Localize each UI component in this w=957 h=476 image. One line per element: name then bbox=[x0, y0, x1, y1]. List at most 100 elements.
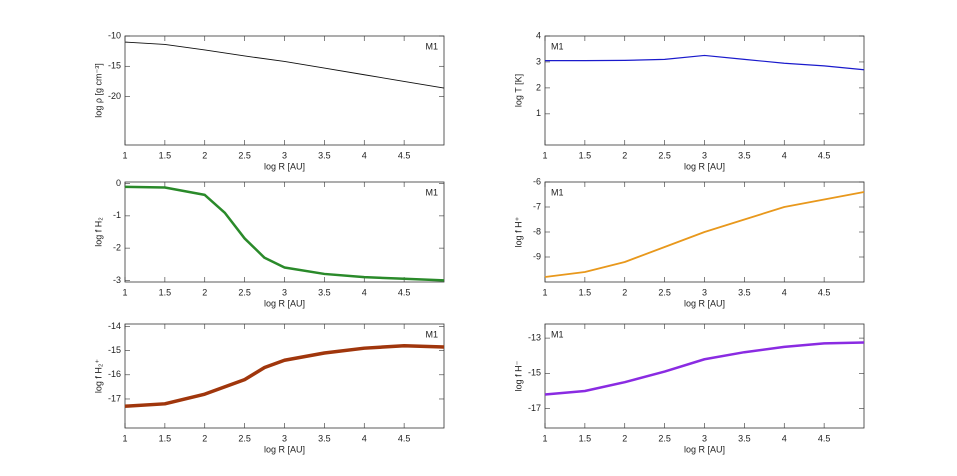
panel: 1 1.5 2 2.5 3 3.5 4 4.5 -14 -15 -16 -17 log R [AU] lo… bbox=[93, 321, 445, 454]
x-tick-label: 3 bbox=[282, 150, 287, 160]
x-tick-label: 3 bbox=[702, 433, 707, 443]
x-tick-label: 3.5 bbox=[318, 150, 331, 160]
annotation: M1 bbox=[425, 41, 438, 51]
x-tick-label: 3.5 bbox=[738, 150, 751, 160]
x-tick-label: 4 bbox=[362, 433, 367, 443]
x-tick-label: 1.5 bbox=[159, 433, 172, 443]
x-tick-label: 1 bbox=[122, 433, 127, 443]
x-tick-label: 3.5 bbox=[318, 433, 331, 443]
y-axis-label: log f H₂⁺ bbox=[93, 359, 103, 394]
x-tick-label: 1.5 bbox=[579, 287, 592, 297]
y-tick-label: -15 bbox=[108, 345, 121, 355]
x-tick-label: 4 bbox=[782, 433, 787, 443]
data-line bbox=[545, 54, 865, 71]
data-line bbox=[124, 41, 445, 89]
x-tick-label: 2 bbox=[202, 150, 207, 160]
y-tick-label: -13 bbox=[528, 332, 541, 342]
x-axis-label: log R [AU] bbox=[264, 298, 305, 308]
y-axis-label: log T [K] bbox=[513, 74, 523, 107]
x-tick-label: 2 bbox=[622, 150, 627, 160]
x-tick-label: 4.5 bbox=[398, 287, 411, 297]
x-tick-label: 3.5 bbox=[738, 287, 751, 297]
plot-frame bbox=[124, 323, 445, 429]
panel: 1 1.5 2 2.5 3 3.5 4 4.5 1 2 3 4 log R [AU] log T [K] M… bbox=[513, 30, 865, 171]
y-tick-label: 0 bbox=[116, 178, 121, 188]
x-tick-label: 2 bbox=[622, 287, 627, 297]
x-tick-label: 2.5 bbox=[658, 433, 671, 443]
data-line bbox=[544, 191, 865, 278]
plot-frame bbox=[544, 35, 865, 146]
y-tick-label: -1 bbox=[113, 210, 121, 220]
x-tick-label: 2 bbox=[202, 287, 207, 297]
y-tick-label: -15 bbox=[108, 61, 121, 71]
y-axis-label: log f H⁺ bbox=[513, 216, 523, 247]
x-tick-label: 2.5 bbox=[238, 287, 251, 297]
x-tick-label: 2.5 bbox=[658, 150, 671, 160]
y-axis-label: log ρ [g cm⁻³] bbox=[93, 63, 103, 117]
y-tick-label: -14 bbox=[108, 321, 121, 331]
y-tick-label: 2 bbox=[536, 82, 541, 92]
x-tick-label: 4 bbox=[782, 287, 787, 297]
x-tick-label: 1 bbox=[542, 287, 547, 297]
y-axis-label: log f H₂ bbox=[93, 217, 103, 247]
y-tick-label: -3 bbox=[113, 275, 121, 285]
x-tick-label: 3 bbox=[702, 150, 707, 160]
plot-frame bbox=[544, 323, 865, 429]
y-axis-label: log f H⁻ bbox=[513, 360, 523, 391]
x-tick-label: 1 bbox=[542, 433, 547, 443]
y-tick-label: -17 bbox=[528, 403, 541, 413]
y-tick-label: 1 bbox=[536, 108, 541, 118]
x-tick-label: 1.5 bbox=[159, 150, 172, 160]
y-tick-label: -6 bbox=[533, 176, 541, 186]
y-tick-label: -17 bbox=[108, 393, 121, 403]
x-tick-label: 4.5 bbox=[818, 433, 831, 443]
plot-frame bbox=[124, 35, 445, 146]
data-line bbox=[124, 185, 445, 282]
y-tick-label: -8 bbox=[533, 226, 541, 236]
x-tick-label: 1 bbox=[542, 150, 547, 160]
annotation: M1 bbox=[425, 187, 438, 197]
x-axis-label: log R [AU] bbox=[684, 161, 725, 171]
x-tick-label: 1.5 bbox=[159, 287, 172, 297]
panel: 1 1.5 2 2.5 3 3.5 4 4.5 -13 -15 -17 log R [AU] log f… bbox=[513, 323, 865, 454]
x-tick-label: 2.5 bbox=[238, 150, 251, 160]
y-tick-label: -2 bbox=[113, 243, 121, 253]
x-axis-label: log R [AU] bbox=[684, 298, 725, 308]
x-axis-label: log R [AU] bbox=[264, 444, 305, 454]
y-tick-label: -10 bbox=[108, 30, 121, 40]
x-tick-label: 1.5 bbox=[579, 150, 592, 160]
x-tick-label: 3 bbox=[282, 287, 287, 297]
x-tick-label: 4 bbox=[362, 150, 367, 160]
annotation: M1 bbox=[425, 329, 438, 339]
x-tick-label: 4.5 bbox=[398, 433, 411, 443]
y-tick-label: -9 bbox=[533, 251, 541, 261]
x-tick-label: 4.5 bbox=[818, 287, 831, 297]
x-axis-label: log R [AU] bbox=[684, 444, 725, 454]
x-tick-label: 3 bbox=[702, 287, 707, 297]
panel: 1 1.5 2 2.5 3 3.5 4 4.5 -10 -15 -20 log R [AU] log ρ… bbox=[93, 30, 445, 171]
x-tick-label: 4 bbox=[362, 287, 367, 297]
x-tick-label: 3 bbox=[282, 433, 287, 443]
x-tick-label: 4.5 bbox=[818, 150, 831, 160]
x-tick-label: 2 bbox=[622, 433, 627, 443]
annotation: M1 bbox=[551, 329, 564, 339]
y-tick-label: -7 bbox=[533, 201, 541, 211]
panel: 1 1.5 2 2.5 3 3.5 4 4.5 0 -1 -2 -3 log R [AU] log f H… bbox=[93, 178, 445, 308]
y-tick-label: -20 bbox=[108, 91, 121, 101]
x-tick-label: 2 bbox=[202, 433, 207, 443]
panel: 1 1.5 2 2.5 3 3.5 4 4.5 -6 -7 -8 -9 log R [AU] log f … bbox=[513, 176, 865, 308]
data-line bbox=[544, 341, 865, 396]
x-tick-label: 1 bbox=[122, 150, 127, 160]
y-tick-label: -15 bbox=[528, 368, 541, 378]
annotation: M1 bbox=[551, 41, 564, 51]
y-tick-label: 3 bbox=[536, 56, 541, 66]
y-tick-label: 4 bbox=[536, 30, 541, 40]
x-tick-label: 2.5 bbox=[238, 433, 251, 443]
x-tick-label: 1.5 bbox=[579, 433, 592, 443]
annotation: M1 bbox=[551, 187, 564, 197]
data-line bbox=[124, 344, 445, 408]
x-tick-label: 3.5 bbox=[738, 433, 751, 443]
y-tick-label: -16 bbox=[108, 369, 121, 379]
x-tick-label: 3.5 bbox=[318, 287, 331, 297]
